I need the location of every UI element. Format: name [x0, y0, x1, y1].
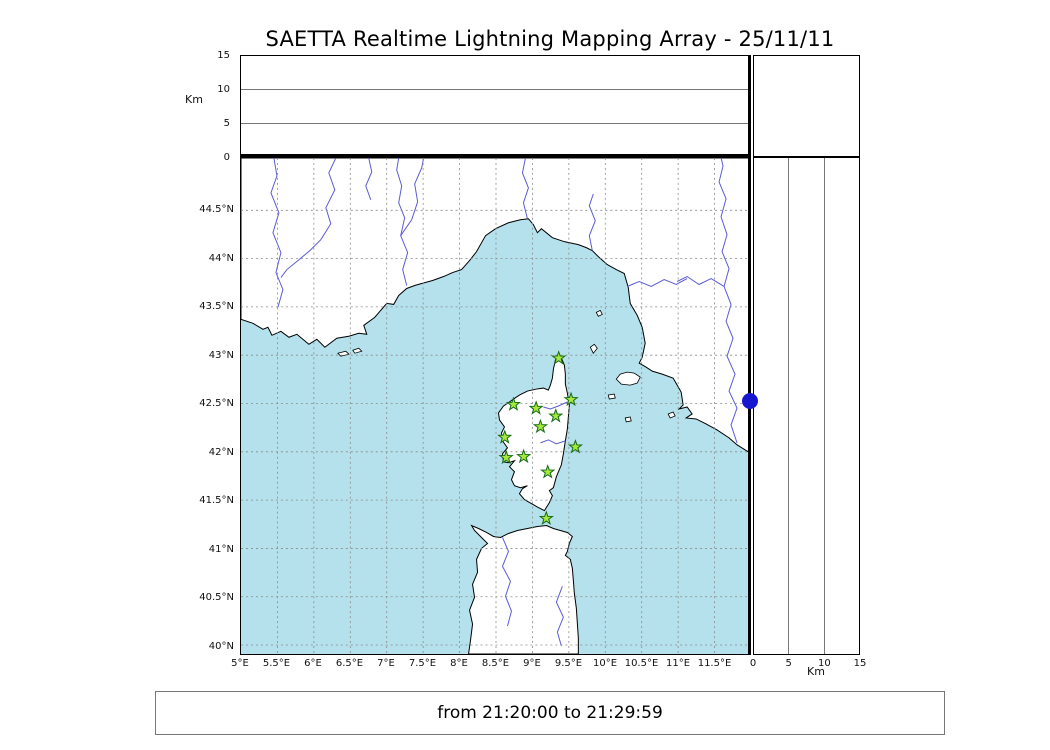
- lat-tick-label: 42.5°N: [199, 398, 234, 409]
- altitude-gridline-10km-right: [824, 158, 825, 654]
- time-range-box: from 21:20:00 to 21:29:59: [155, 691, 945, 735]
- alt-right-tick-label: 10: [817, 658, 831, 669]
- lon-tick-label: 10°E: [592, 658, 618, 669]
- lon-tick-label: 7°E: [377, 658, 395, 669]
- station-marker: [528, 400, 544, 415]
- lon-tick-label: 8.5°E: [481, 658, 510, 669]
- map-canvas: [241, 158, 750, 654]
- time-range-text: from 21:20:00 to 21:29:59: [437, 703, 663, 723]
- alt-right-tick-label: 5: [785, 658, 792, 669]
- lat-tick-label: 41°N: [208, 543, 234, 555]
- lat-tick-label: 43°N: [208, 349, 234, 361]
- lat-tick-label: 41.5°N: [199, 495, 234, 506]
- separator-vertical: [748, 55, 751, 655]
- altitude-time-panel: [240, 55, 751, 157]
- island-montecristo: [624, 416, 632, 423]
- altitude-gridline-5km-right: [788, 158, 789, 654]
- map-panel: [240, 157, 751, 655]
- lat-tick-label: 44°N: [208, 252, 234, 264]
- island-gorgona: [595, 309, 603, 317]
- island-pianosa: [607, 393, 616, 400]
- lon-tick-label: 5.5°E: [262, 658, 291, 669]
- alt-left-tick-label: 15: [217, 50, 230, 61]
- island-hyeres-west: [337, 350, 350, 357]
- lon-tick-label: 5°E: [231, 658, 249, 669]
- alt-left-tick-label: 0: [223, 152, 230, 163]
- station-marker: [505, 396, 522, 411]
- island-capraia: [589, 343, 598, 354]
- alt-right-tick-label: 0: [749, 658, 757, 669]
- lon-tick-label: 9.5°E: [554, 658, 583, 669]
- station-marker: [551, 350, 567, 365]
- lat-tick-label: 44.5°N: [199, 204, 234, 215]
- station-marker: [563, 391, 579, 407]
- station-marker: [516, 448, 532, 464]
- island-elba: [615, 371, 641, 386]
- station-marker: [538, 510, 554, 525]
- altitude-unit-label-right: Km: [807, 665, 825, 678]
- station-marker: [532, 418, 549, 434]
- lon-tick-label: 11.5°E: [697, 658, 732, 669]
- altitude-latitude-panel: [753, 157, 860, 655]
- lat-tick-label: 40°N: [208, 640, 234, 652]
- lon-tick-label: 6.5°E: [335, 658, 364, 669]
- station-markers: [497, 350, 584, 525]
- coastline-mainland: [241, 158, 750, 454]
- lon-tick-label: 10.5°E: [624, 658, 659, 669]
- alt-right-tick-label: 15: [853, 658, 867, 669]
- lon-tick-label: 8°E: [450, 658, 468, 669]
- altitude-unit-label-left: Km: [185, 93, 203, 106]
- page-title: SAETTA Realtime Lightning Mapping Array …: [265, 27, 835, 51]
- lat-tick-label: 40.5°N: [199, 592, 234, 603]
- lon-tick-label: 11°E: [665, 658, 691, 669]
- alt-left-tick-label: 5: [223, 118, 230, 129]
- station-marker: [567, 439, 584, 454]
- altitude-gridline-10km: [241, 89, 750, 90]
- lon-tick-label: 9°E: [523, 658, 541, 669]
- event-altitude-dot: [742, 392, 758, 409]
- station-marker: [497, 429, 513, 444]
- corner-panel: [753, 55, 860, 157]
- lon-tick-label: 6°E: [304, 658, 322, 669]
- rivers: [270, 158, 738, 647]
- island-giglio: [667, 411, 676, 419]
- station-marker: [540, 464, 556, 479]
- station-marker: [548, 408, 564, 423]
- lat-tick-label: 42°N: [208, 446, 234, 458]
- lon-tick-label: 7.5°E: [408, 658, 437, 669]
- separator-horizontal: [240, 154, 751, 157]
- island-hyeres-east: [352, 347, 363, 354]
- graticule-grid: [241, 158, 750, 654]
- altitude-gridline-5km: [241, 123, 750, 124]
- station-marker: [498, 449, 514, 465]
- alt-left-tick-label: 10: [217, 84, 230, 95]
- lat-tick-label: 43.5°N: [199, 301, 234, 312]
